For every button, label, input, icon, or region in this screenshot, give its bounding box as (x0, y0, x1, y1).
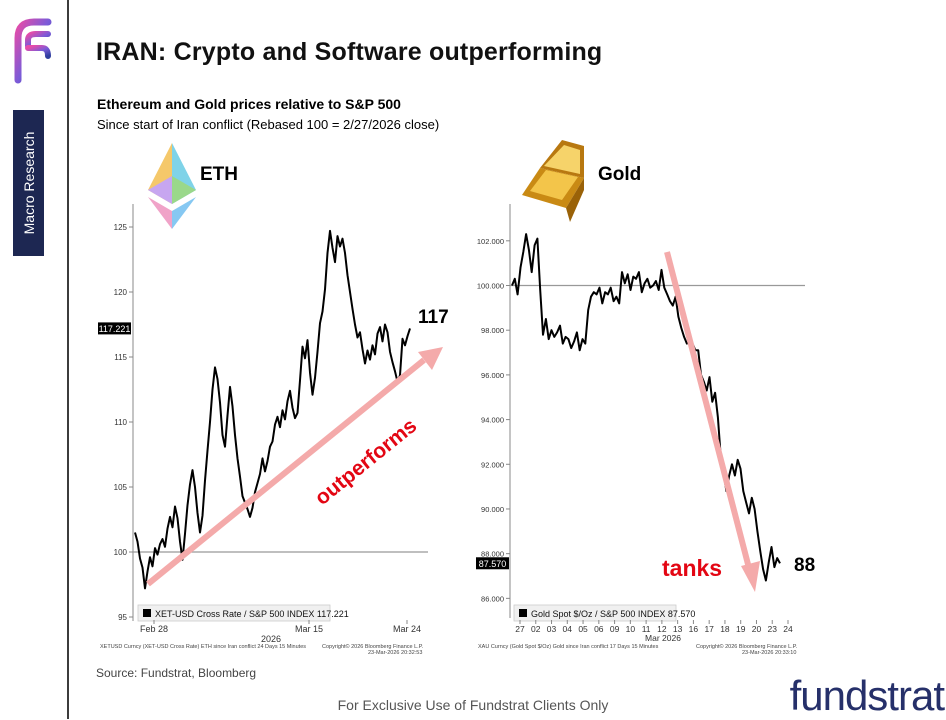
tanks-annotation: tanks (662, 555, 722, 581)
x-axis-month-label: Mar 2026 (645, 633, 681, 643)
trend-arrow-line (664, 251, 753, 573)
gold-bars-icon (522, 140, 584, 222)
y-tick-label: 86.000 (481, 594, 504, 603)
section-tag: Macro Research (13, 110, 44, 256)
y-tick-label: 94.000 (481, 416, 504, 425)
gold-chart-label: Gold (598, 164, 641, 185)
source-note: Source: Fundstrat, Bloomberg (96, 666, 257, 680)
y-tick-label: 125 (114, 223, 128, 232)
eth-chart: 125 120 115 110 105 100 95 117.221 117 XET-USD Cr… (98, 204, 449, 656)
end-value-label: 88 (794, 555, 815, 576)
footnote-right-date: 23-Mar-2026 20:33:10 (742, 650, 796, 656)
legend-swatch (143, 609, 151, 617)
x-tick-label: 17 (704, 624, 714, 634)
page-title: IRAN: Crypto and Software outperforming (96, 38, 603, 66)
x-tick-label: 23 (768, 624, 778, 634)
x-tick-label: 09 (610, 624, 620, 634)
y-tick-label: 92.000 (481, 460, 504, 469)
x-tick-label: 20 (752, 624, 762, 634)
x-tick-label: 06 (594, 624, 604, 634)
y-tick-label: 88.000 (481, 550, 504, 559)
legend-swatch (519, 609, 527, 617)
x-tick-label: 02 (531, 624, 541, 634)
x-tick-label: 10 (626, 624, 636, 634)
y-tick-label: 95 (118, 613, 127, 622)
y-tick-label: 98.000 (481, 326, 504, 335)
y-tick-label: 105 (114, 483, 128, 492)
x-tick-label: 04 (563, 624, 573, 634)
footer-disclaimer: For Exclusive Use of Fundstrat Clients O… (337, 697, 609, 713)
legend-label: XET-USD Cross Rate / S&P 500 INDEX 117.2… (155, 609, 349, 619)
sidebar-divider (67, 0, 69, 719)
trend-arrow-head (741, 561, 760, 592)
trend-arrow-line (146, 357, 426, 587)
footnote-left: XETUSD Curncy (XET-USD Cross Rate) ETH s… (100, 644, 306, 650)
y-tick-label: 100 (114, 548, 128, 557)
x-tick-label: 13 (673, 624, 683, 634)
x-tick-label: 03 (547, 624, 557, 634)
y-tick-label: 90.000 (481, 505, 504, 514)
x-tick-label: 12 (657, 624, 667, 634)
y-tick-label: 115 (114, 353, 127, 362)
chart-subtitle: Ethereum and Gold prices relative to S&P… (97, 96, 401, 112)
footnote-right: Copyright© 2026 Bloomberg Finance L.P. (322, 643, 424, 650)
fundstrat-logo-icon (14, 18, 52, 84)
y-tick-label: 102.000 (477, 237, 504, 246)
x-tick-label: 19 (736, 624, 746, 634)
fundstrat-wordmark: fundstrat (789, 672, 945, 719)
last-value-badge (98, 322, 131, 335)
gold-chart: 102.000 100.000 98.000 96.000 94.000 92.000 90… (476, 204, 815, 656)
footnote-left: XAU Curncy (Gold Spot $/Oz) Gold since I… (478, 644, 659, 650)
ethereum-icon (148, 143, 196, 229)
outperforms-annotation: outperforms (311, 414, 422, 510)
x-tick-label: 18 (720, 624, 730, 634)
series-line (134, 229, 411, 590)
legend-box (513, 604, 677, 622)
y-tick-label: 96.000 (481, 371, 504, 380)
x-tick-label: Mar 24 (393, 624, 421, 634)
x-tick-label: Feb 28 (140, 624, 168, 634)
y-tick-label: 120 (114, 288, 128, 297)
x-tick-label: 24 (783, 624, 793, 634)
series-line (511, 233, 781, 582)
last-value-badge-text: 87.570 (479, 559, 507, 569)
chart-subtitle-note: Since start of Iran conflict (Rebased 10… (97, 117, 440, 132)
footnote-right-date: 23-Mar-2026 20:32:53 (368, 650, 422, 656)
end-value-label: 117 (418, 307, 449, 328)
last-value-badge (476, 557, 509, 570)
footnote-right: Copyright© 2026 Bloomberg Finance L.P. (696, 643, 798, 650)
trend-arrow-head (418, 347, 443, 370)
last-value-badge-text: 117.221 (99, 324, 131, 334)
x-year-label: 2026 (261, 634, 281, 644)
legend-label: Gold Spot $/Oz / S&P 500 INDEX 87.570 (531, 609, 695, 619)
x-tick-label: Mar 15 (295, 624, 323, 634)
y-tick-label: 110 (114, 418, 127, 427)
x-tick-label: 27 (515, 624, 525, 634)
legend-box (137, 604, 331, 622)
x-tick-label: 05 (578, 624, 588, 634)
x-tick-label: 16 (689, 624, 699, 634)
y-tick-label: 100.000 (477, 282, 504, 291)
eth-chart-label: ETH (200, 164, 238, 185)
x-tick-label: 11 (642, 624, 651, 634)
